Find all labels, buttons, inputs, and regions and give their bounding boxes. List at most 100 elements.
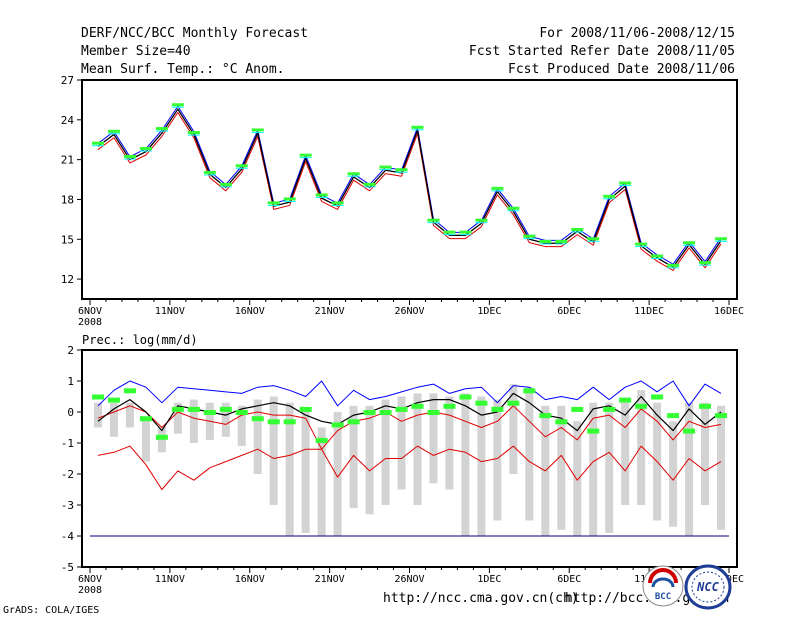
- precip-range-bar: [125, 402, 134, 428]
- temp-marker: [651, 254, 664, 258]
- precip-marker: [667, 413, 680, 419]
- temp-marker: [667, 263, 680, 267]
- precip-marker: [523, 388, 536, 394]
- y-tick-label: -3: [61, 499, 74, 512]
- y-tick-label: -4: [61, 530, 75, 543]
- temp-marker: [107, 129, 120, 133]
- x-tick-label: 6NOV: [78, 306, 102, 317]
- precip-range-bar: [381, 399, 390, 505]
- forecast-period: For 2008/11/06-2008/12/15: [539, 26, 735, 41]
- y-tick-label: -1: [61, 437, 74, 450]
- precip-line-max: [97, 380, 722, 407]
- precip-marker: [715, 413, 728, 419]
- precip-range-bar: [685, 402, 694, 536]
- precip-range-bar: [525, 387, 534, 521]
- precip-marker: [123, 388, 136, 394]
- precip-range-bar: [589, 402, 598, 536]
- x-tick-label: 11NOV: [155, 306, 185, 317]
- precip-marker: [331, 422, 344, 428]
- temp-marker: [331, 201, 344, 205]
- precip-marker: [139, 416, 152, 422]
- precip-marker: [635, 403, 648, 409]
- temp-marker: [91, 141, 104, 145]
- precip-line-upper: [97, 405, 722, 450]
- x-tick-label: 26NOV: [394, 306, 424, 317]
- precip-marker: [283, 419, 296, 425]
- temp-marker: [171, 103, 184, 107]
- precip-range-bar: [333, 412, 342, 536]
- temp-marker: [139, 147, 152, 151]
- ncc-logo-text: NCC: [696, 580, 719, 594]
- y-tick-label: 18: [61, 193, 74, 206]
- precip-range-bar: [253, 399, 262, 474]
- precip-range-bar: [701, 402, 710, 505]
- precip-range-bar: [189, 399, 198, 443]
- precip-marker: [347, 419, 360, 425]
- temp-marker: [267, 201, 280, 205]
- y-tick-label: 12: [61, 273, 74, 286]
- ncc-logo: NCC: [684, 564, 732, 610]
- temp-marker: [315, 193, 328, 197]
- x-year-label: 2008: [78, 585, 102, 596]
- y-tick-label: 15: [61, 233, 74, 246]
- precip-marker: [171, 406, 184, 412]
- precip-range-bar: [365, 405, 374, 515]
- precip-marker: [219, 406, 232, 412]
- temp-marker: [363, 182, 376, 186]
- precip-marker: [603, 406, 616, 412]
- temp-marker: [635, 242, 648, 246]
- precip-range-bar: [605, 402, 614, 533]
- precip-range-bar: [717, 405, 726, 530]
- precip-marker: [91, 394, 104, 400]
- precip-range-bar: [317, 427, 326, 536]
- precip-range-bar: [397, 396, 406, 490]
- temp-marker: [507, 206, 520, 210]
- refer-date: Fcst Started Refer Date 2008/11/05: [468, 44, 735, 59]
- precip-marker: [315, 437, 328, 443]
- precip-marker: [683, 428, 696, 434]
- temp-marker: [619, 181, 632, 185]
- temp-marker: [443, 230, 456, 234]
- precip-range-bar: [301, 408, 310, 533]
- temp-marker: [235, 164, 248, 168]
- temp-marker: [219, 182, 232, 186]
- temp-line-red: [97, 112, 722, 271]
- temp-marker: [587, 237, 600, 241]
- precip-range-bar: [669, 421, 678, 527]
- x-tick-label: 6DEC: [557, 574, 581, 585]
- x-tick-label: 26NOV: [394, 574, 424, 585]
- temp-marker: [491, 186, 504, 190]
- temp-marker: [603, 194, 616, 198]
- precip-marker: [427, 410, 440, 415]
- precip-marker: [363, 410, 376, 415]
- precip-marker: [587, 428, 600, 434]
- precip-range-bar: [109, 402, 118, 437]
- precip-marker: [651, 394, 664, 400]
- precip-marker: [555, 419, 568, 425]
- precip-marker: [475, 400, 488, 406]
- temp-marker: [155, 127, 168, 131]
- bcc-logo-text: BCC: [655, 592, 671, 602]
- temp-marker: [427, 218, 440, 222]
- precip-marker: [459, 394, 472, 400]
- precip-marker: [619, 397, 632, 403]
- precip-range-bar: [93, 402, 102, 428]
- bcc-logo: BCC: [642, 565, 684, 607]
- member-size: Member Size=40: [81, 44, 191, 59]
- temp-marker: [283, 197, 296, 201]
- precip-range-bar: [269, 396, 278, 505]
- precip-marker: [507, 400, 520, 406]
- temp-marker: [555, 239, 568, 243]
- chart-title: DERF/NCC/BCC Monthly Forecast: [81, 26, 308, 41]
- y-tick-label: 0: [67, 406, 74, 419]
- precip-marker: [539, 413, 552, 419]
- precip-range-bar: [621, 402, 630, 505]
- y-tick-label: 27: [61, 74, 74, 87]
- temperature-panel: 12 15 18 21 24 27 6NOV 11NOV 16NOV 21NOV 26NOV 1DEC…: [61, 74, 744, 328]
- precip-range-bar: [557, 405, 566, 530]
- url-ncc[interactable]: http://ncc.cma.gov.cn(ch): [383, 591, 579, 606]
- precip-marker: [699, 403, 712, 409]
- x-tick-label: 16DEC: [714, 306, 744, 317]
- precip-range-bar: [573, 421, 582, 536]
